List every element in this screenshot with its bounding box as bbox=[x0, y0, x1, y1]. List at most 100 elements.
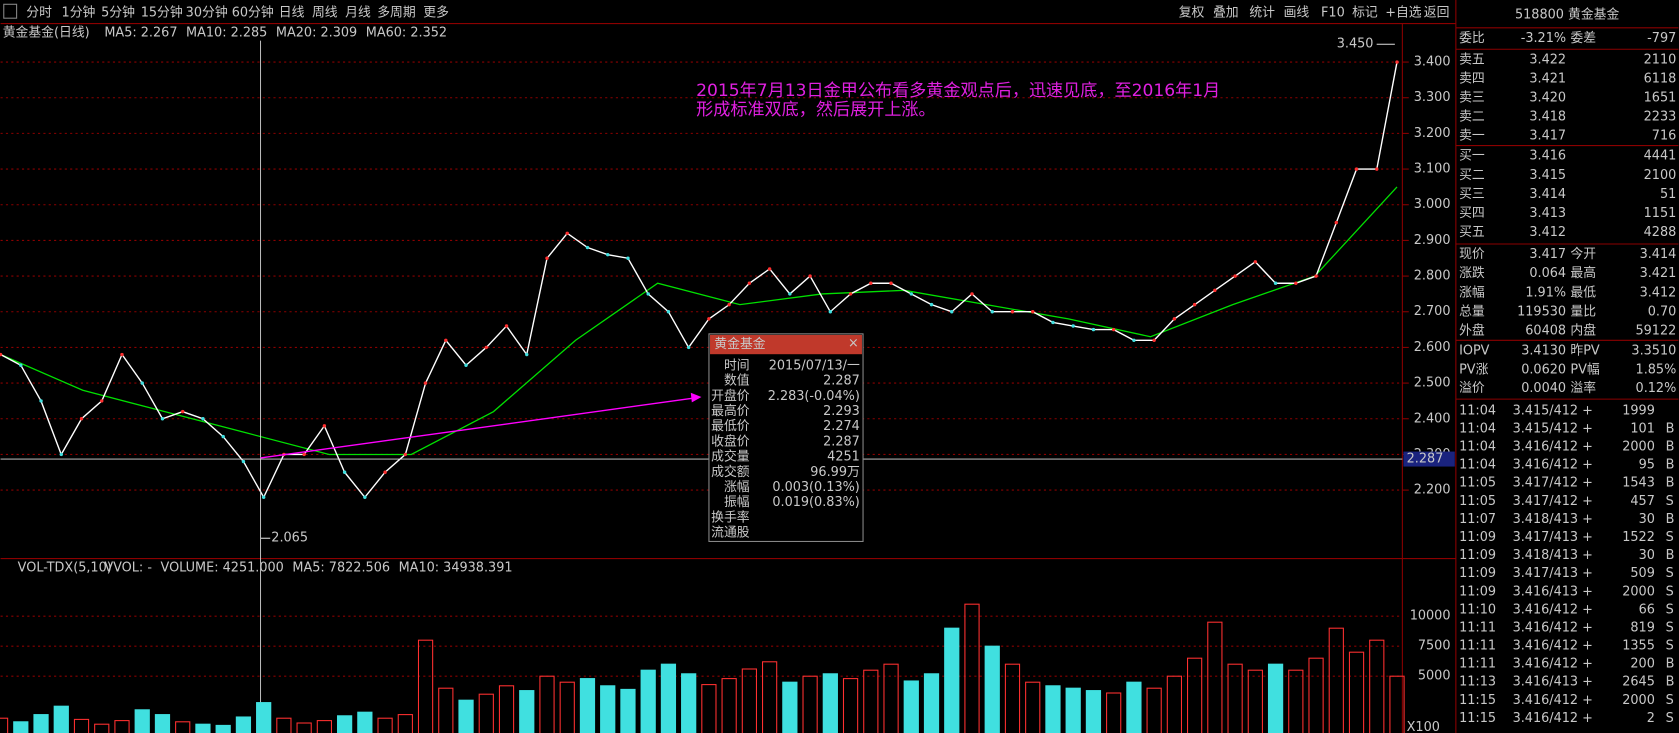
quote-label: 最低 bbox=[1570, 285, 1596, 300]
tool-button[interactable]: 叠加 bbox=[1213, 5, 1239, 20]
quote-volume: 2100 bbox=[1644, 168, 1677, 183]
quote-label: 溢价 bbox=[1459, 381, 1485, 396]
period-button[interactable]: 1分钟 bbox=[62, 4, 96, 20]
quote-value: 3.412 bbox=[1529, 225, 1566, 240]
y-tick-label: 5000 bbox=[1418, 669, 1451, 684]
quote-value: 0.0040 bbox=[1521, 381, 1566, 396]
legend-entry: MA10: 2.285 bbox=[186, 26, 267, 41]
volume-bar bbox=[397, 714, 413, 733]
menu-icon[interactable] bbox=[3, 3, 18, 19]
tool-button[interactable]: F10 bbox=[1321, 5, 1345, 20]
period-button[interactable]: 月线 bbox=[345, 5, 371, 20]
quote-label: 买五 bbox=[1459, 225, 1485, 240]
price-point bbox=[1051, 320, 1055, 325]
trade-price: 3.416/412 bbox=[1513, 693, 1579, 708]
trade-sign: + bbox=[1582, 530, 1593, 545]
low-label: 2.065 bbox=[271, 531, 308, 546]
trade-side: S bbox=[1666, 693, 1674, 708]
period-button[interactable]: 更多 bbox=[423, 5, 449, 20]
trade-side: B bbox=[1666, 657, 1675, 672]
trade-volume: 1522 bbox=[1622, 530, 1655, 545]
price-point bbox=[767, 267, 772, 271]
volume-bar bbox=[883, 663, 899, 733]
trade-sign: + bbox=[1582, 584, 1593, 599]
trade-sign: + bbox=[1582, 458, 1593, 473]
quote-value: -3.21% bbox=[1521, 31, 1566, 46]
price-point bbox=[929, 302, 934, 307]
price-point bbox=[322, 424, 327, 428]
price-point bbox=[808, 274, 812, 278]
trade-time: 11:04 bbox=[1459, 421, 1496, 436]
y-tick-label: 2.900 bbox=[1414, 233, 1451, 248]
quote-label: 委差 bbox=[1570, 31, 1596, 46]
quote-label: 总量 bbox=[1459, 304, 1485, 319]
y-tick-label: 3.200 bbox=[1414, 126, 1451, 141]
trade-volume: 2 bbox=[1647, 711, 1655, 726]
period-button[interactable]: 60分钟 bbox=[232, 4, 274, 20]
trade-time: 11:11 bbox=[1459, 657, 1496, 672]
volume-bar bbox=[1328, 627, 1344, 733]
price-point bbox=[1354, 167, 1359, 171]
period-button[interactable]: 周线 bbox=[312, 5, 338, 20]
tooltip-header bbox=[710, 334, 862, 355]
price-point bbox=[464, 363, 468, 367]
period-button[interactable]: 分时 bbox=[26, 5, 52, 20]
tool-button[interactable]: 标记 bbox=[1352, 5, 1378, 20]
price-point bbox=[403, 452, 408, 457]
tooltip-label: 开盘价 bbox=[711, 388, 750, 404]
price-point bbox=[727, 302, 731, 307]
price-point bbox=[848, 292, 853, 296]
trade-sign: + bbox=[1582, 675, 1593, 690]
quote-label: 昨PV bbox=[1570, 343, 1600, 358]
volume-bar bbox=[944, 627, 960, 733]
period-button[interactable]: 多周期 bbox=[377, 5, 415, 20]
volume-bar bbox=[175, 721, 191, 733]
price-point bbox=[140, 381, 144, 385]
trade-side: S bbox=[1666, 602, 1674, 617]
trade-time: 11:13 bbox=[1459, 675, 1496, 690]
quote-label: 现价 bbox=[1459, 247, 1485, 262]
trade-time: 11:09 bbox=[1459, 566, 1496, 581]
price-point bbox=[1213, 288, 1217, 293]
tooltip-value: 2.293 bbox=[823, 404, 860, 419]
volume-bar bbox=[1065, 687, 1081, 733]
price-point bbox=[1192, 302, 1197, 307]
price-point bbox=[1233, 274, 1237, 278]
period-button[interactable]: 日线 bbox=[279, 5, 305, 20]
period-button[interactable]: 15分钟 bbox=[141, 4, 183, 20]
tool-button[interactable]: 画线 bbox=[1284, 5, 1310, 20]
price-point bbox=[909, 292, 914, 296]
tooltip-value: 2.287 bbox=[823, 434, 860, 449]
price-point bbox=[1253, 260, 1258, 264]
trade-time: 11:04 bbox=[1459, 403, 1496, 418]
trade-time: 11:11 bbox=[1459, 639, 1496, 654]
trade-volume: 95 bbox=[1639, 458, 1655, 473]
tooltip-close[interactable]: × bbox=[848, 336, 859, 351]
volume-bar bbox=[620, 688, 636, 733]
quote-value: 3.414 bbox=[1640, 247, 1677, 262]
trade-volume: 819 bbox=[1630, 620, 1655, 635]
volume-bar bbox=[53, 705, 69, 733]
volume-bar bbox=[1369, 639, 1385, 733]
tool-button[interactable]: 返回 bbox=[1424, 5, 1450, 20]
trade-side: S bbox=[1666, 566, 1674, 581]
quote-volume: 2233 bbox=[1644, 110, 1677, 125]
trade-side: S bbox=[1666, 711, 1674, 726]
trade-time: 11:05 bbox=[1459, 476, 1496, 491]
trade-side: B bbox=[1666, 421, 1675, 436]
y-tick-label: 2.400 bbox=[1414, 411, 1451, 426]
volume-bar bbox=[1308, 657, 1324, 733]
price-point bbox=[221, 434, 225, 439]
tool-button[interactable]: 复权 bbox=[1179, 4, 1205, 20]
tool-button[interactable]: 统计 bbox=[1249, 5, 1275, 20]
period-button[interactable]: 30分钟 bbox=[186, 4, 228, 20]
period-button[interactable]: 5分钟 bbox=[101, 4, 135, 20]
trade-volume: 30 bbox=[1639, 512, 1655, 527]
tool-button[interactable]: +自选 bbox=[1385, 5, 1422, 20]
quote-value: 0.064 bbox=[1529, 266, 1566, 281]
volume-bar bbox=[336, 715, 353, 733]
trade-price: 3.416/412 bbox=[1513, 458, 1579, 473]
quote-value: -797 bbox=[1647, 31, 1676, 46]
annotation: 2015年7月13日金甲公布看多黄金观点后，迅速见底，至2016年1月 bbox=[696, 81, 1220, 101]
y-tick-label: 2.800 bbox=[1414, 269, 1451, 284]
